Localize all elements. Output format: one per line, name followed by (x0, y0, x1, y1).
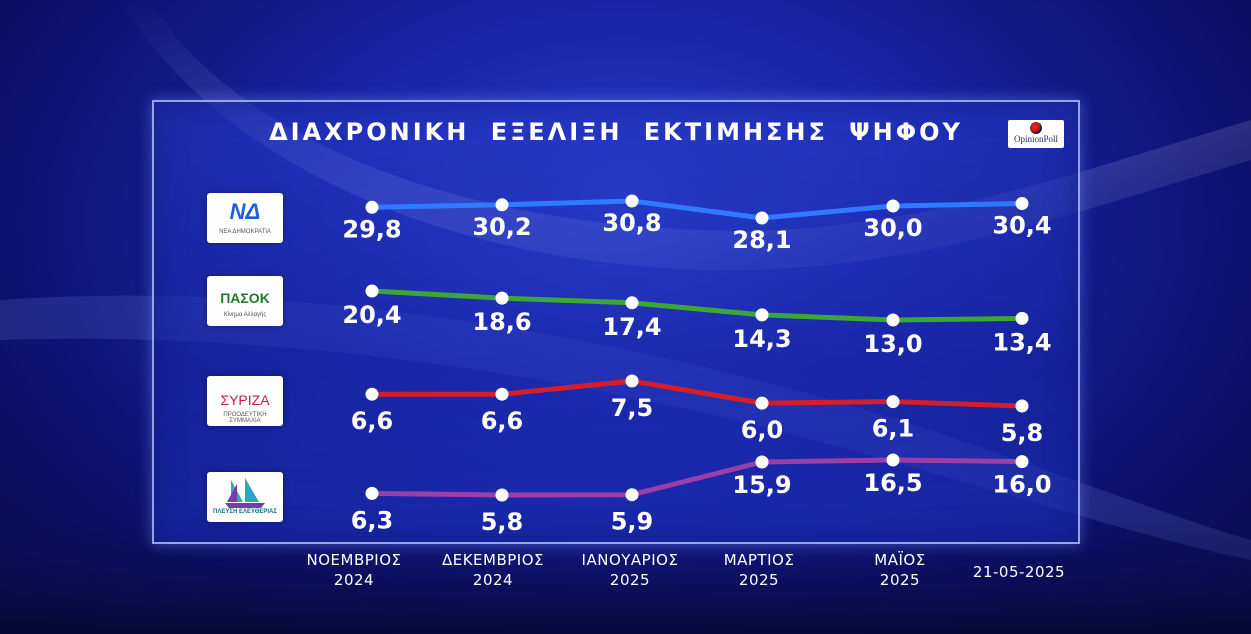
x-axis-tick-label: ΜΑΡΤΙΟΣ 2025 (723, 551, 795, 589)
data-label: 13,0 (863, 330, 922, 358)
x-axis-tick-label: ΔΕΚΕΜΒΡΙΟΣ 2024 (441, 551, 545, 589)
party-logo-subtext: Κίνημα Αλλαγής (223, 312, 267, 318)
data-point (365, 284, 379, 298)
data-label: 30,8 (602, 209, 661, 237)
data-label: 28,1 (732, 226, 791, 254)
data-point (495, 198, 509, 212)
party-logo-nd: ΝΔ ΝΕΑ ΔΗΜΟΚΡΑΤΙΑ (207, 193, 283, 243)
data-point (625, 296, 639, 310)
data-point (886, 395, 900, 409)
data-point (1015, 455, 1029, 469)
data-point (755, 396, 769, 410)
data-label: 7,5 (611, 394, 654, 422)
opinion-poll-logo: OpinionPoll (1008, 120, 1064, 148)
data-point (625, 374, 639, 388)
data-label: 6,1 (872, 415, 915, 443)
data-point (886, 313, 900, 327)
series-line-3 (369, 457, 1025, 498)
data-label: 16,5 (863, 469, 922, 497)
data-point (365, 387, 379, 401)
party-logo-plefsi: ΠΛΕΥΣΗ ΕΛΕΥΘΕΡΙΑΣ (207, 472, 283, 522)
data-label: 16,0 (992, 471, 1051, 499)
data-label: 6,6 (481, 407, 524, 435)
data-label: 13,4 (992, 328, 1051, 356)
series-line-2 (369, 378, 1025, 409)
data-label: 30,0 (863, 214, 922, 242)
series-line-1 (369, 288, 1025, 323)
data-label: 5,8 (481, 508, 524, 536)
party-logo-subtext: ΠΡΟΟΔΕΥΤΙΚΗ ΣΥΜΜΑΧΙΑ (223, 412, 267, 424)
x-axis-tick-label: 21-05-2025 (972, 563, 1066, 581)
data-label: 18,6 (472, 308, 531, 336)
data-label: 6,3 (351, 506, 394, 534)
data-label: 5,9 (611, 508, 654, 536)
party-logo-text: ΣΥΡΙΖΑ (220, 392, 270, 408)
data-label: 17,4 (602, 313, 661, 341)
x-axis-tick-label: ΙΑΝΟΥΑΡΙΟΣ 2025 (581, 551, 679, 589)
data-label: 6,0 (741, 416, 784, 444)
data-point (755, 308, 769, 322)
data-point (755, 455, 769, 469)
data-label: 15,9 (732, 471, 791, 499)
chart-title: ΔΙΑΧΡΟΝΙΚΗ ΕΞΕΛΙΞΗ ΕΚΤΙΜΗΣΗΣ ΨΗΦΟΥ (269, 118, 963, 146)
data-label: 30,4 (992, 212, 1051, 240)
party-logo-pasok: ΠΑΣΟΚ Κίνημα Αλλαγής (207, 276, 283, 326)
party-logo-text: ΠΑΣΟΚ (220, 290, 270, 306)
data-point (1015, 197, 1029, 210)
ship-icon (225, 478, 265, 508)
party-logo-subtext: ΠΛΕΥΣΗ ΕΛΕΥΘΕΡΙΑΣ (213, 509, 277, 515)
party-logo-subtext: ΝΕΑ ΔΗΜΟΚΡΑΤΙΑ (219, 229, 271, 235)
x-axis-tick-label: ΝΟΕΜΒΡΙΟΣ 2024 (306, 551, 402, 589)
data-point (886, 453, 900, 467)
data-label: 30,2 (472, 213, 531, 241)
data-point (1015, 399, 1029, 413)
data-point (365, 486, 379, 500)
opinion-poll-logo-icon (1030, 122, 1042, 134)
party-logo-text: ΝΔ (229, 199, 261, 224)
data-point (625, 194, 639, 208)
party-logo-syriza: ΣΥΡΙΖΑ ΠΡΟΟΔΕΥΤΙΚΗ ΣΥΜΜΑΧΙΑ (207, 376, 283, 426)
data-point (755, 211, 769, 225)
data-point (365, 200, 379, 214)
data-label: 5,8 (1001, 419, 1044, 447)
data-label: 6,6 (351, 407, 394, 435)
data-point (495, 488, 509, 502)
data-point (625, 488, 639, 502)
data-label: 29,8 (342, 215, 401, 243)
data-label: 20,4 (342, 301, 401, 329)
opinion-poll-logo-text: OpinionPoll (1013, 134, 1058, 144)
series-line-0 (369, 198, 1025, 221)
data-point (1015, 311, 1029, 325)
x-axis-tick-label: ΜΑΪΟΣ 2025 (874, 551, 926, 589)
data-point (495, 291, 509, 305)
data-label: 14,3 (732, 325, 791, 353)
data-point (495, 387, 509, 401)
data-point (886, 199, 900, 213)
